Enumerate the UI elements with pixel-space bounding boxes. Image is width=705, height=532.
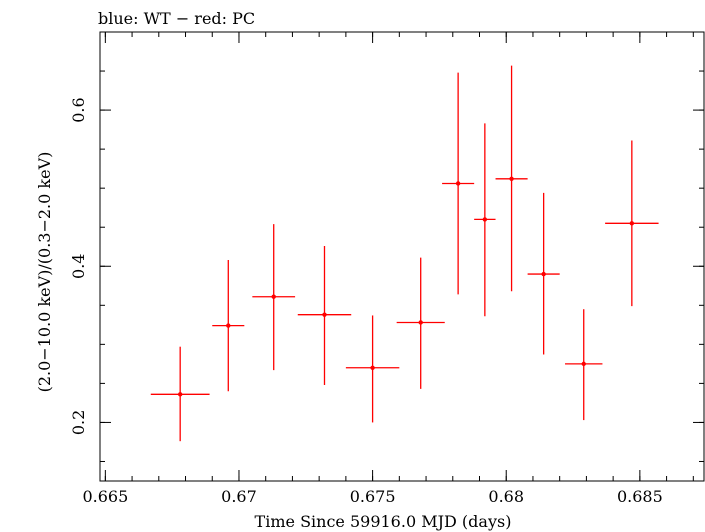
point-marker: [271, 294, 276, 299]
point-marker: [177, 392, 183, 397]
chart-title: blue: WT − red: PC: [98, 9, 255, 28]
data-point: [605, 140, 659, 307]
point-marker: [541, 271, 546, 277]
data-point: [442, 72, 475, 295]
data-points: [150, 65, 659, 442]
point-marker: [482, 217, 488, 222]
data-point: [297, 245, 352, 385]
point-marker: [418, 320, 423, 325]
data-point: [252, 224, 296, 371]
point-marker: [455, 181, 461, 186]
point-marker: [370, 365, 375, 370]
y-axis: 0.2 0.4 0.6: [69, 70, 704, 462]
x-tick-label: 0.67: [221, 487, 257, 506]
y-tick-label: 0.6: [69, 97, 88, 122]
x-axis: 0.665 0.67 0.675 0.68 0.685: [82, 32, 694, 506]
data-point: [527, 192, 560, 355]
point-marker: [581, 361, 586, 367]
data-point: [565, 309, 603, 421]
data-point: [150, 346, 210, 442]
x-tick-label: 0.68: [488, 487, 524, 506]
y-axis-label: (2.0−10.0 keV)/(0.3−2.0 keV): [35, 152, 54, 393]
x-axis-label: Time Since 59916.0 MJD (days): [255, 512, 512, 531]
data-point: [474, 123, 496, 317]
plot-frame: [99, 31, 705, 482]
y-tick-label: 0.2: [69, 410, 88, 435]
point-marker: [322, 312, 327, 317]
x-tick-label: 0.665: [82, 487, 128, 506]
data-point: [495, 65, 528, 292]
data-point: [345, 315, 400, 423]
point-marker: [226, 323, 231, 328]
data-point: [212, 260, 245, 392]
x-tick-label: 0.685: [617, 487, 663, 506]
data-point: [396, 257, 445, 389]
point-marker: [629, 221, 635, 226]
y-tick-label: 0.4: [69, 254, 88, 279]
point-marker: [509, 176, 514, 182]
x-tick-label: 0.675: [350, 487, 396, 506]
